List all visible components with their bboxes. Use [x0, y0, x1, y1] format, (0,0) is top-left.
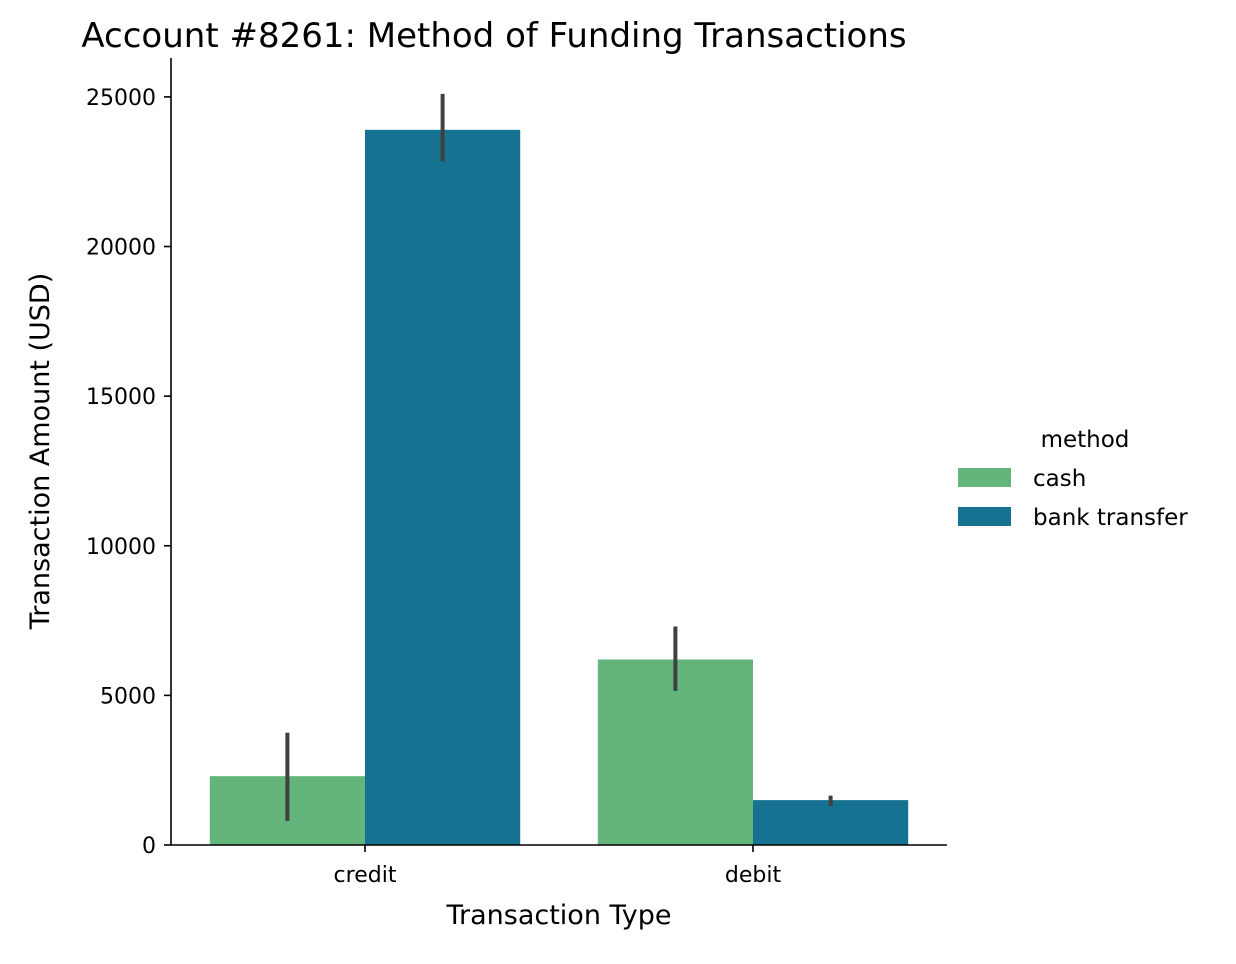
y-tick-label: 10000: [86, 535, 156, 560]
y-tick-label: 0: [142, 834, 156, 859]
chart-title: Account #8261: Method of Funding Transac…: [81, 16, 906, 56]
y-ticks-layer: 0 5000 10000 15000 20000 25000: [86, 86, 171, 859]
y-tick-label: 20000: [86, 236, 156, 261]
x-tick-label: credit: [334, 863, 397, 888]
x-tick-label: debit: [725, 863, 782, 888]
legend-label-cash: cash: [1033, 466, 1086, 492]
legend-swatch-cash: [958, 468, 1011, 487]
y-tick-label: 15000: [86, 385, 156, 410]
x-ticks-layer: credit debit: [334, 845, 782, 888]
legend-title: method: [1041, 427, 1130, 453]
legend-items: cash bank transfer: [958, 466, 1188, 531]
legend-swatch-bank-transfer: [958, 507, 1011, 526]
y-axis-title: Transaction Amount (USD): [25, 273, 56, 630]
bar-debit-bank-transfer: [753, 800, 909, 845]
error-bars-layer: [285, 93, 833, 822]
y-tick-label: 5000: [100, 684, 156, 709]
bars-layer: [209, 129, 909, 845]
legend-label-bank-transfer: bank transfer: [1033, 505, 1188, 531]
x-axis-title: Transaction Type: [445, 900, 671, 931]
legend: method cash bank transfer: [958, 427, 1188, 531]
y-tick-label: 25000: [86, 86, 156, 111]
bar-credit-bank-transfer: [365, 129, 521, 845]
